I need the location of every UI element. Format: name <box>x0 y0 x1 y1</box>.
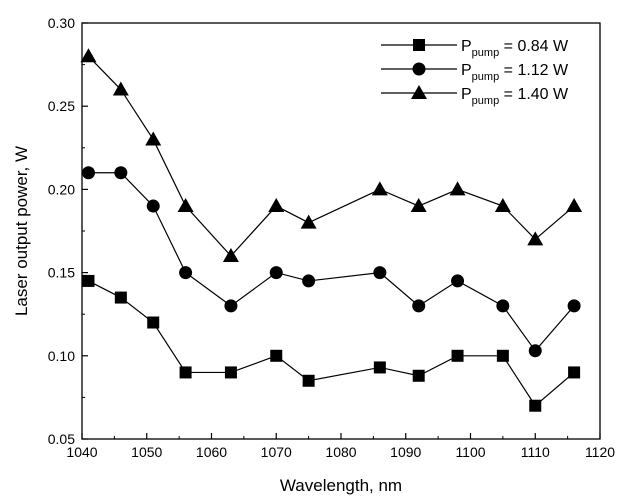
x-tick-label: 1110 <box>521 444 550 460</box>
data-point-triangle <box>177 198 194 213</box>
data-point-triangle <box>222 247 239 262</box>
x-tick-label: 1070 <box>261 444 292 460</box>
data-point-square <box>270 349 283 362</box>
data-point-square <box>568 366 581 379</box>
x-axis-label: Wavelength, nm <box>280 476 402 495</box>
data-point-circle <box>373 266 387 280</box>
y-tick-label: 0.30 <box>48 15 75 31</box>
legend-marker-triangle <box>411 85 427 99</box>
legend-label: Ppump = 0.84 W <box>461 38 569 59</box>
data-point-triangle <box>268 198 285 213</box>
data-point-circle <box>567 299 581 313</box>
data-point-square <box>496 349 509 362</box>
legend-entry: Ppump = 0.84 W <box>381 38 569 59</box>
x-tick-label: 1040 <box>66 444 97 460</box>
x-tick-label: 1080 <box>325 444 356 460</box>
y-tick-label: 0.25 <box>48 98 75 114</box>
data-point-triangle <box>145 131 162 146</box>
data-point-circle <box>528 344 542 358</box>
y-tick-label: 0.05 <box>48 431 75 447</box>
data-point-triangle <box>494 198 511 213</box>
x-tick-label: 1120 <box>585 444 615 460</box>
data-point-circle <box>269 266 283 280</box>
data-point-triangle <box>80 48 97 63</box>
series-circle <box>81 166 581 358</box>
data-point-square <box>412 369 425 382</box>
data-point-square <box>147 316 160 329</box>
data-point-triangle <box>300 214 317 229</box>
data-point-square <box>224 366 237 379</box>
y-tick-label: 0.20 <box>48 181 75 197</box>
legend-entry: Ppump = 1.12 W <box>381 62 569 83</box>
legend-marker-circle <box>412 62 426 76</box>
data-point-circle <box>412 299 426 313</box>
data-point-circle <box>81 166 95 180</box>
data-point-circle <box>496 299 510 313</box>
legend-marker-square <box>413 39 425 51</box>
legend-label: Ppump = 1.40 W <box>461 86 569 107</box>
x-tick-label: 1100 <box>455 444 485 460</box>
data-point-circle <box>451 274 465 288</box>
data-point-circle <box>114 166 128 180</box>
data-point-square <box>114 291 127 304</box>
data-point-triangle <box>527 231 544 246</box>
legend-entry: Ppump = 1.40 W <box>381 85 569 107</box>
data-point-square <box>529 399 542 412</box>
series-square <box>82 274 581 412</box>
data-point-square <box>451 349 464 362</box>
data-point-square <box>373 361 386 374</box>
y-tick-label: 0.10 <box>48 348 75 364</box>
data-point-circle <box>302 274 316 288</box>
data-point-triangle <box>566 198 583 213</box>
data-point-square <box>82 274 95 287</box>
x-tick-label: 1050 <box>131 444 162 460</box>
data-point-square <box>179 366 192 379</box>
data-point-circle <box>224 299 238 313</box>
data-point-triangle <box>449 181 466 196</box>
y-axis-label: Laser output power, W <box>12 146 31 316</box>
series-triangle <box>80 48 583 262</box>
y-tick-label: 0.15 <box>48 265 75 281</box>
data-point-triangle <box>410 198 427 213</box>
data-point-circle <box>179 266 193 280</box>
x-tick-label: 1060 <box>196 444 227 460</box>
data-point-triangle <box>371 181 388 196</box>
legend-label: Ppump = 1.12 W <box>461 62 569 83</box>
data-point-circle <box>146 199 160 213</box>
series-line <box>88 172 575 352</box>
data-point-triangle <box>112 81 129 96</box>
data-point-square <box>302 374 315 387</box>
x-tick-label: 1090 <box>390 444 421 460</box>
